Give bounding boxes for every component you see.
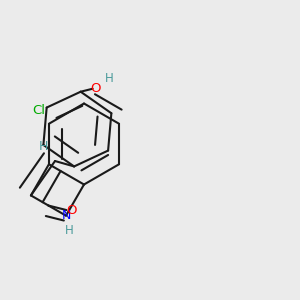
Text: O: O	[90, 82, 101, 95]
Text: O: O	[67, 204, 77, 217]
Text: N: N	[61, 209, 71, 222]
Text: H: H	[64, 224, 74, 237]
Text: H: H	[105, 72, 113, 85]
Text: Cl: Cl	[32, 104, 45, 117]
Text: H: H	[38, 140, 48, 152]
